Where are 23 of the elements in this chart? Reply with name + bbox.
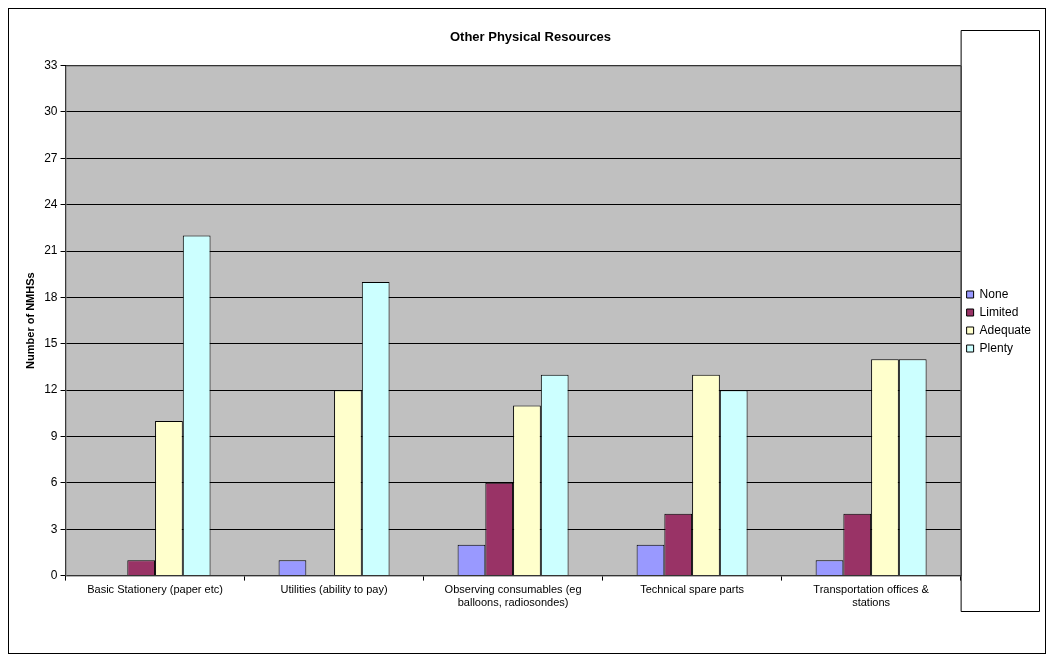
x-tick-label: Observing consumables (eg balloons, radiosondes) (444, 583, 582, 609)
y-tick-label: 12 (44, 382, 58, 397)
y-tick-label: 27 (44, 150, 58, 165)
y-tick-label: 21 (44, 243, 58, 258)
y-tick-label: 0 (50, 567, 58, 582)
y-tick-label: 9 (50, 428, 58, 443)
y-tick-label: 18 (44, 289, 58, 304)
y-axis-title: Number of NMHSs (23, 272, 36, 369)
x-tick-label: Transportation offices & stations (813, 583, 930, 609)
y-tick-label: 33 (44, 57, 58, 72)
legend-label: Plenty (979, 340, 1013, 355)
legend-label: Limited (979, 304, 1019, 319)
y-tick-label: 6 (50, 475, 58, 490)
x-tick-label: Technical spare parts (640, 583, 745, 596)
legend-label: Adequate (979, 322, 1032, 337)
y-tick-label: 30 (44, 104, 58, 119)
chart-title: Other Physical Resources (449, 29, 612, 45)
legend-label: None (979, 286, 1009, 301)
y-tick-label: 15 (44, 336, 58, 351)
y-tick-label: 24 (44, 197, 58, 211)
y-tick-label: 3 (50, 521, 58, 536)
x-tick-label: Basic Stationery (paper etc) (87, 583, 223, 596)
x-tick-label: Utilities (ability to pay) (280, 583, 388, 596)
